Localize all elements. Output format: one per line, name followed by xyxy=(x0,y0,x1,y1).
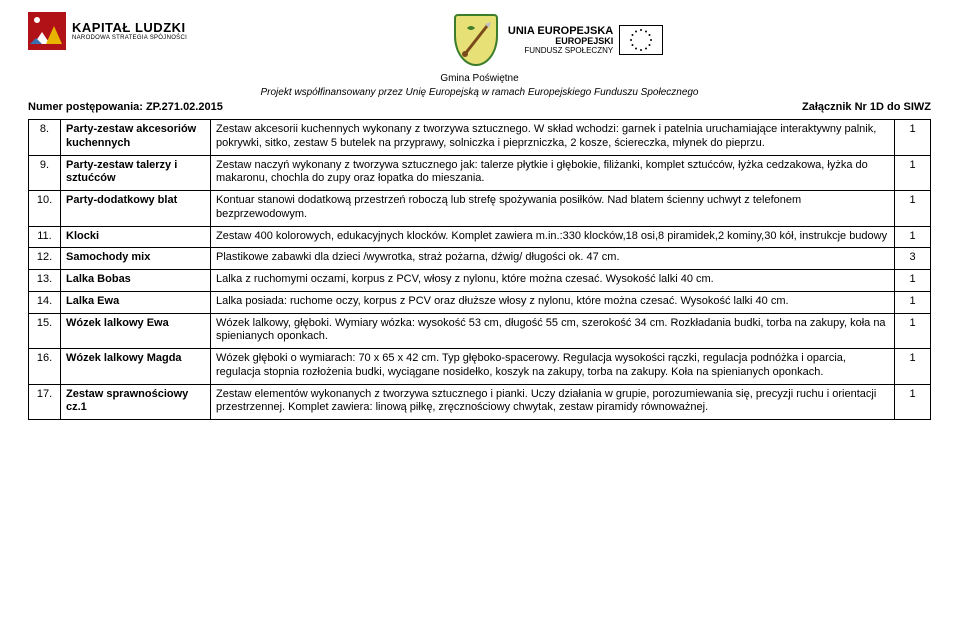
coat-of-arms-icon xyxy=(454,14,498,66)
row-qty: 1 xyxy=(895,270,931,292)
ue-text: UNIA EUROPEJSKA EUROPEJSKI FUNDUSZ SPOŁE… xyxy=(508,25,613,56)
gmina-line: Gmina Poświętne xyxy=(28,72,931,86)
subheader: Gmina Poświętne Projekt współfinansowany… xyxy=(28,72,931,99)
table-row: 11.KlockiZestaw 400 kolorowych, edukacyj… xyxy=(29,226,931,248)
row-desc: Lalka posiada: ruchome oczy, korpus z PC… xyxy=(211,291,895,313)
row-number: 13. xyxy=(29,270,61,292)
table-row: 8.Party-zestaw akcesoriów kuchennychZest… xyxy=(29,120,931,156)
row-desc: Zestaw elementów wykonanych z tworzywa s… xyxy=(211,384,895,420)
items-table: 8.Party-zestaw akcesoriów kuchennychZest… xyxy=(28,119,931,420)
row-desc: Zestaw akcesorii kuchennych wykonany z t… xyxy=(211,120,895,156)
row-qty: 1 xyxy=(895,313,931,349)
row-name: Party-zestaw akcesoriów kuchennych xyxy=(61,120,211,156)
row-number: 12. xyxy=(29,248,61,270)
kl-sub: NARODOWA STRATEGIA SPÓJNOŚCI xyxy=(72,35,187,41)
eu-flag-icon xyxy=(619,25,663,55)
row-desc: Plastikowe zabawki dla dzieci /wywrotka,… xyxy=(211,248,895,270)
row-name: Wózek lalkowy Ewa xyxy=(61,313,211,349)
row-qty: 1 xyxy=(895,384,931,420)
row-desc: Wózek głęboki o wymiarach: 70 x 65 x 42 … xyxy=(211,349,895,385)
table-row: 10.Party-dodatkowy blatKontuar stanowi d… xyxy=(29,191,931,227)
row-number: 8. xyxy=(29,120,61,156)
header-logos: KAPITAŁ LUDZKI NARODOWA STRATEGIA SPÓJNO… xyxy=(28,12,931,66)
row-name: Wózek lalkowy Magda xyxy=(61,349,211,385)
numer-row: Numer postępowania: ZP.271.02.2015 Załąc… xyxy=(28,101,931,113)
row-name: Party-zestaw talerzy i sztućców xyxy=(61,155,211,191)
row-qty: 1 xyxy=(895,155,931,191)
table-row: 15.Wózek lalkowy EwaWózek lalkowy, głębo… xyxy=(29,313,931,349)
row-name: Lalka Bobas xyxy=(61,270,211,292)
row-desc: Zestaw 400 kolorowych, edukacyjnych kloc… xyxy=(211,226,895,248)
ue-line3: FUNDUSZ SPOŁECZNY xyxy=(508,47,613,56)
row-qty: 1 xyxy=(895,120,931,156)
row-desc: Kontuar stanowi dodatkową przestrzeń rob… xyxy=(211,191,895,227)
table-row: 13.Lalka BobasLalka z ruchomymi oczami, … xyxy=(29,270,931,292)
row-number: 10. xyxy=(29,191,61,227)
row-qty: 1 xyxy=(895,226,931,248)
row-name: Zestaw sprawnościowy cz.1 xyxy=(61,384,211,420)
logo-center-group: UNIA EUROPEJSKA EUROPEJSKI FUNDUSZ SPOŁE… xyxy=(454,14,663,66)
numer-postepowania: Numer postępowania: ZP.271.02.2015 xyxy=(28,101,223,113)
row-desc: Lalka z ruchomymi oczami, korpus z PCV, … xyxy=(211,270,895,292)
row-number: 15. xyxy=(29,313,61,349)
project-line: Projekt współfinansowany przez Unię Euro… xyxy=(28,86,931,100)
document-page: KAPITAŁ LUDZKI NARODOWA STRATEGIA SPÓJNO… xyxy=(0,0,959,426)
row-qty: 3 xyxy=(895,248,931,270)
row-number: 17. xyxy=(29,384,61,420)
ue-line1: UNIA EUROPEJSKA xyxy=(508,25,613,37)
kl-text: KAPITAŁ LUDZKI NARODOWA STRATEGIA SPÓJNO… xyxy=(72,21,187,41)
row-number: 9. xyxy=(29,155,61,191)
row-name: Lalka Ewa xyxy=(61,291,211,313)
kl-badge-icon xyxy=(28,12,66,50)
row-number: 16. xyxy=(29,349,61,385)
row-number: 14. xyxy=(29,291,61,313)
table-row: 12.Samochody mixPlastikowe zabawki dla d… xyxy=(29,248,931,270)
row-desc: Zestaw naczyń wykonany z tworzywa sztucz… xyxy=(211,155,895,191)
table-row: 9.Party-zestaw talerzy i sztućcówZestaw … xyxy=(29,155,931,191)
table-row: 16.Wózek lalkowy MagdaWózek głęboki o wy… xyxy=(29,349,931,385)
kl-title: KAPITAŁ LUDZKI xyxy=(72,21,187,34)
row-name: Samochody mix xyxy=(61,248,211,270)
row-qty: 1 xyxy=(895,191,931,227)
logo-ue: UNIA EUROPEJSKA EUROPEJSKI FUNDUSZ SPOŁE… xyxy=(508,25,663,56)
zalacznik-label: Załącznik Nr 1D do SIWZ xyxy=(802,101,931,113)
row-qty: 1 xyxy=(895,349,931,385)
row-desc: Wózek lalkowy, głęboki. Wymiary wózka: w… xyxy=(211,313,895,349)
table-row: 17.Zestaw sprawnościowy cz.1Zestaw eleme… xyxy=(29,384,931,420)
row-qty: 1 xyxy=(895,291,931,313)
row-name: Party-dodatkowy blat xyxy=(61,191,211,227)
table-row: 14.Lalka EwaLalka posiada: ruchome oczy,… xyxy=(29,291,931,313)
row-name: Klocki xyxy=(61,226,211,248)
row-number: 11. xyxy=(29,226,61,248)
logo-kapital-ludzki: KAPITAŁ LUDZKI NARODOWA STRATEGIA SPÓJNO… xyxy=(28,12,187,50)
